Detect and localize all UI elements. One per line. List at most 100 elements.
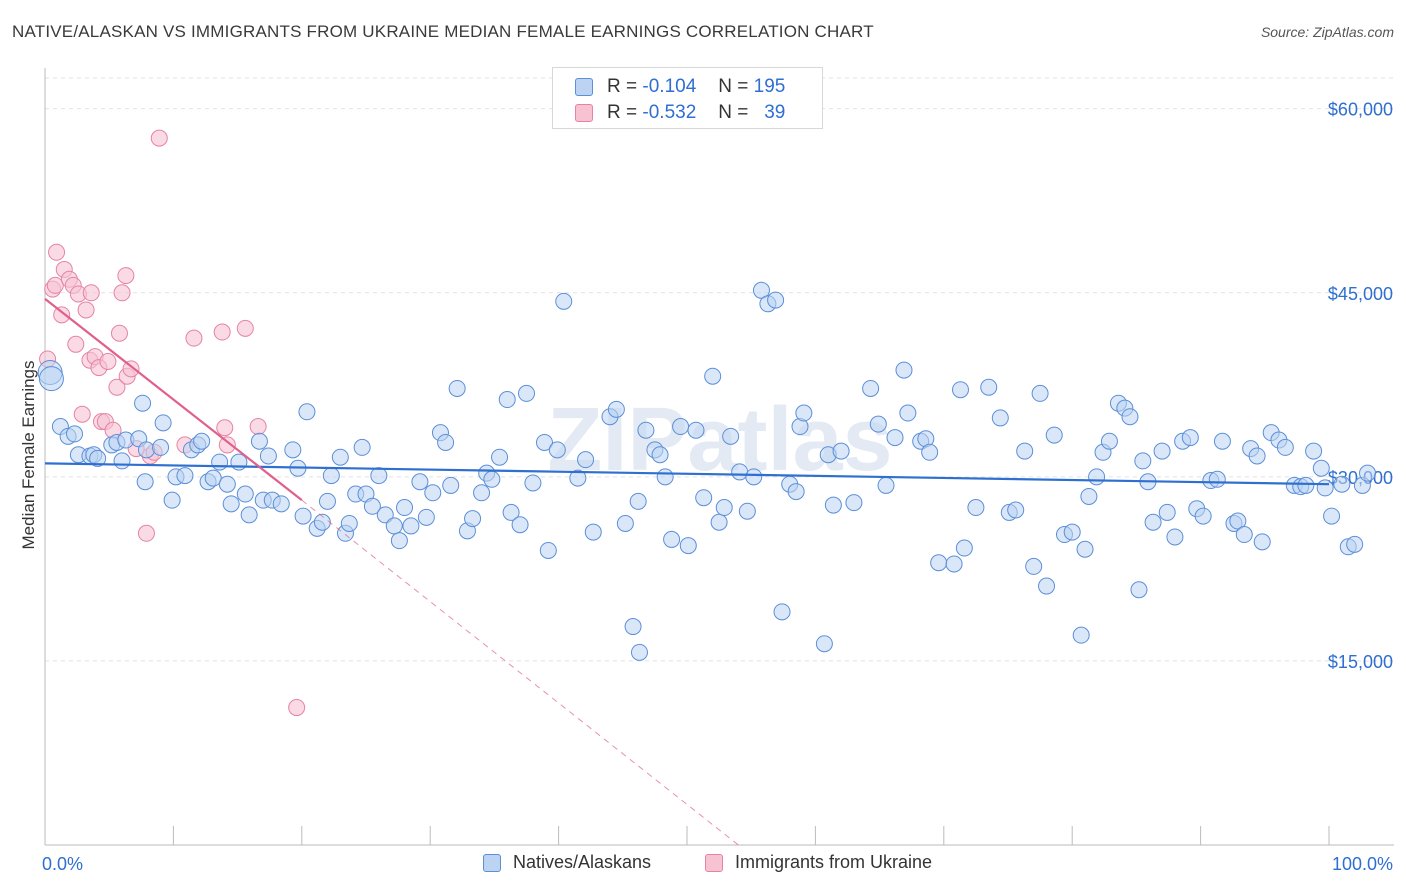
data-point-natives — [951, 381, 969, 399]
y-axis-label: Median Female Earnings — [19, 361, 38, 550]
data-point-ukraine — [113, 284, 131, 302]
data-point-natives — [577, 451, 595, 469]
data-point-natives — [624, 618, 642, 636]
data-point-natives — [967, 499, 985, 517]
data-point-natives — [535, 433, 553, 451]
data-point-natives — [1158, 503, 1176, 521]
data-point-natives — [448, 379, 466, 397]
legend-label: Immigrants from Ukraine — [735, 852, 933, 872]
data-point-ukraine — [99, 352, 117, 370]
data-point-natives — [376, 506, 394, 524]
data-point-ukraine — [236, 319, 254, 337]
data-point-natives — [607, 400, 625, 418]
data-point-natives — [1134, 452, 1152, 470]
data-point-natives — [524, 474, 542, 492]
data-point-natives — [154, 414, 172, 432]
data-point-natives — [584, 523, 602, 541]
legend-item-ukraine[interactable]: Immigrants from Ukraine — [705, 852, 932, 873]
data-point-natives — [402, 517, 420, 535]
data-point-natives — [483, 470, 501, 488]
data-point-natives — [921, 443, 939, 461]
data-point-natives — [240, 506, 258, 524]
data-point-natives — [66, 425, 84, 443]
data-point-natives — [710, 513, 728, 531]
data-point-natives — [1166, 528, 1184, 546]
data-point-natives — [390, 532, 408, 550]
data-point-natives — [679, 537, 697, 555]
data-point-ukraine — [53, 306, 71, 324]
data-point-natives — [1121, 408, 1139, 426]
data-point-ukraine — [73, 405, 91, 423]
data-point-ukraine — [82, 284, 100, 302]
data-point-natives — [1297, 476, 1315, 494]
legend-item-natives[interactable]: Natives/Alaskans — [483, 852, 651, 873]
y-tick-label: $60,000 — [1328, 100, 1393, 120]
data-point-natives — [464, 510, 482, 528]
data-point-natives — [250, 432, 268, 450]
data-point-natives — [1213, 432, 1231, 450]
data-point-natives — [795, 404, 813, 422]
data-point-natives — [663, 530, 681, 548]
y-tick-label: $15,000 — [1328, 652, 1393, 672]
data-point-natives — [695, 489, 713, 507]
data-point-natives — [656, 468, 674, 486]
data-point-ukraine — [213, 323, 231, 341]
data-point-ukraine — [67, 335, 85, 353]
data-point-natives — [1072, 626, 1090, 644]
data-point-natives — [787, 483, 805, 501]
data-point-natives — [630, 643, 648, 661]
series-natives-alaskans — [37, 281, 1377, 661]
data-point-natives — [1045, 426, 1063, 444]
data-point-natives — [555, 292, 573, 310]
data-point-natives — [1080, 487, 1098, 505]
data-point-natives — [473, 484, 491, 502]
data-point-natives — [1130, 581, 1148, 599]
data-point-natives — [1323, 507, 1341, 525]
data-point-natives — [1038, 577, 1056, 595]
n-value: 195 — [753, 76, 786, 97]
data-point-natives — [1025, 557, 1043, 575]
data-point-natives — [322, 467, 340, 485]
data-point-natives — [877, 476, 895, 494]
data-point-natives — [616, 514, 634, 532]
data-point-natives — [845, 494, 863, 512]
trend-extension-ukraine — [301, 499, 739, 846]
r-value: -0.532 — [642, 102, 697, 123]
data-point-natives — [945, 555, 963, 573]
data-point-natives — [411, 473, 429, 491]
data-point-natives — [424, 484, 442, 502]
n-value: 39 — [764, 102, 786, 123]
data-point-natives — [930, 554, 948, 572]
data-point-natives — [298, 403, 316, 421]
data-point-natives — [899, 404, 917, 422]
data-point-natives — [385, 517, 403, 535]
data-point-ukraine — [46, 276, 64, 294]
r-label: R = — [607, 76, 638, 97]
data-point-ukraine — [216, 419, 234, 437]
data-point-natives — [137, 441, 155, 459]
trend-lines — [44, 298, 1330, 846]
x-tick-label: 100.0% — [1332, 854, 1393, 874]
data-point-natives — [832, 442, 850, 460]
data-point-natives — [113, 452, 131, 470]
data-point-natives — [272, 495, 290, 513]
data-point-ukraine — [110, 324, 128, 342]
data-point-natives — [353, 438, 371, 456]
data-point-natives — [218, 475, 236, 493]
data-point-natives — [437, 433, 455, 451]
n-label: N = — [718, 76, 749, 97]
series-immigrants-ukraine — [39, 129, 306, 717]
data-point-ukraine — [288, 699, 306, 717]
data-point-natives — [1007, 501, 1025, 519]
data-point-ukraine — [249, 418, 267, 436]
trend-line-ukraine — [44, 298, 303, 502]
data-point-natives — [715, 499, 733, 517]
data-point-natives — [1312, 459, 1330, 477]
data-point-natives — [363, 497, 381, 515]
data-point-natives — [1194, 507, 1212, 525]
data-point-natives — [498, 391, 516, 409]
source-label: Source: ZipAtlas.com — [1260, 24, 1394, 40]
data-point-natives — [294, 507, 312, 525]
data-point-natives — [1144, 513, 1162, 531]
